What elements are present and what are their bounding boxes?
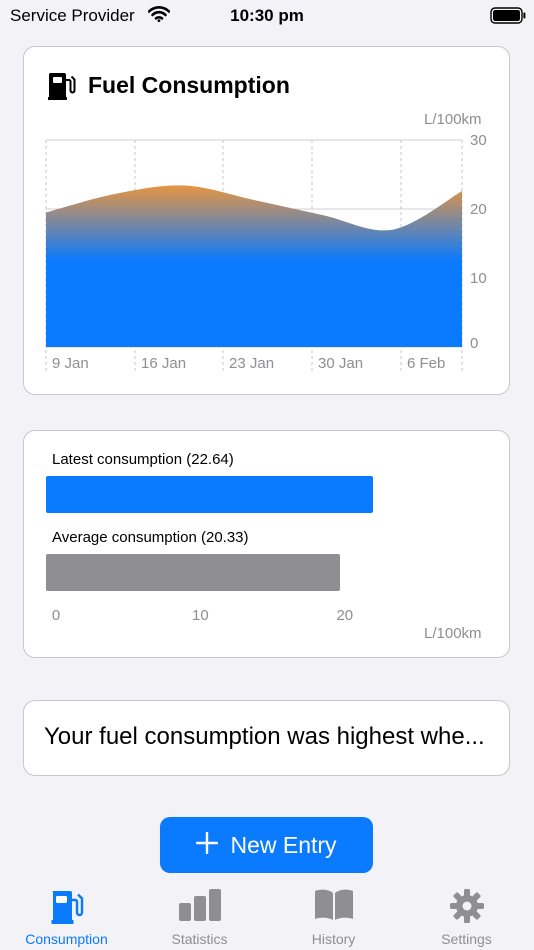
tab-label: History xyxy=(311,931,356,947)
insight-text: Your fuel consumption was highest whe... xyxy=(44,723,485,750)
tab-consumption[interactable]: Consumption xyxy=(0,880,133,950)
carrier-label: Service Provider xyxy=(10,6,135,25)
y-tick-label: 20 xyxy=(470,201,487,218)
tab-label: Consumption xyxy=(25,931,108,947)
tab-label: Settings xyxy=(441,931,492,947)
new-entry-label: New Entry xyxy=(230,831,337,858)
x-tick-label: 10 xyxy=(192,607,209,624)
x-tick-label: 0 xyxy=(51,607,61,624)
tab-history[interactable]: History xyxy=(267,880,400,950)
y-tick-label: 0 xyxy=(470,335,478,352)
x-tick-label: 9 Jan xyxy=(52,355,89,372)
bar-chart-icon xyxy=(178,888,222,927)
book-icon xyxy=(314,888,354,927)
clock: 10:30 pm xyxy=(230,6,304,25)
area-series xyxy=(46,185,462,347)
average-consumption-label: Average consumption (20.33) xyxy=(52,529,249,546)
x-axis-unit-label: L/100km xyxy=(424,625,482,642)
y-axis-unit-label: L/100km xyxy=(424,111,482,128)
tab-settings[interactable]: Settings xyxy=(400,880,533,950)
battery-icon xyxy=(490,7,526,29)
tab-label: Statistics xyxy=(171,931,228,947)
fuel-pump-icon xyxy=(48,71,76,106)
card-title: Fuel Consumption xyxy=(88,72,290,98)
x-tick-label: 23 Jan xyxy=(229,355,274,372)
latest-consumption-bar xyxy=(46,476,373,513)
tab-bar: Consumption Statistics History xyxy=(0,880,534,950)
gear-icon xyxy=(449,888,485,929)
insight-card[interactable]: Your fuel consumption was highest whe... xyxy=(23,700,510,776)
x-tick-label: 20 xyxy=(336,607,354,624)
status-bar: Service Provider 10:30 pm xyxy=(0,0,534,32)
x-tick-label: 16 Jan xyxy=(141,355,186,372)
consumption-comparison-card: Latest consumption (22.64) Average consu… xyxy=(23,430,510,658)
latest-consumption-label: Latest consumption (22.64) xyxy=(52,451,234,468)
fuel-consumption-chart: 0 10 20 30 9 Jan 16 Jan 23 Jan 30 Jan 6 Feb xyxy=(45,132,487,372)
tab-statistics[interactable]: Statistics xyxy=(133,880,266,950)
x-tick-label: 6 Feb xyxy=(407,355,445,372)
fuel-consumption-card: Fuel Consumption L/100km 0 10 20 30 9 Jan 16 … xyxy=(23,46,510,395)
y-tick-label: 10 xyxy=(470,270,487,287)
average-consumption-bar xyxy=(46,554,340,591)
x-tick-label: 30 Jan xyxy=(318,355,363,372)
wifi-icon xyxy=(147,6,171,27)
fuel-pump-icon xyxy=(50,888,84,931)
y-tick-label: 30 xyxy=(470,132,487,149)
plus-icon xyxy=(196,831,219,859)
new-entry-button[interactable]: New Entry xyxy=(160,817,373,873)
